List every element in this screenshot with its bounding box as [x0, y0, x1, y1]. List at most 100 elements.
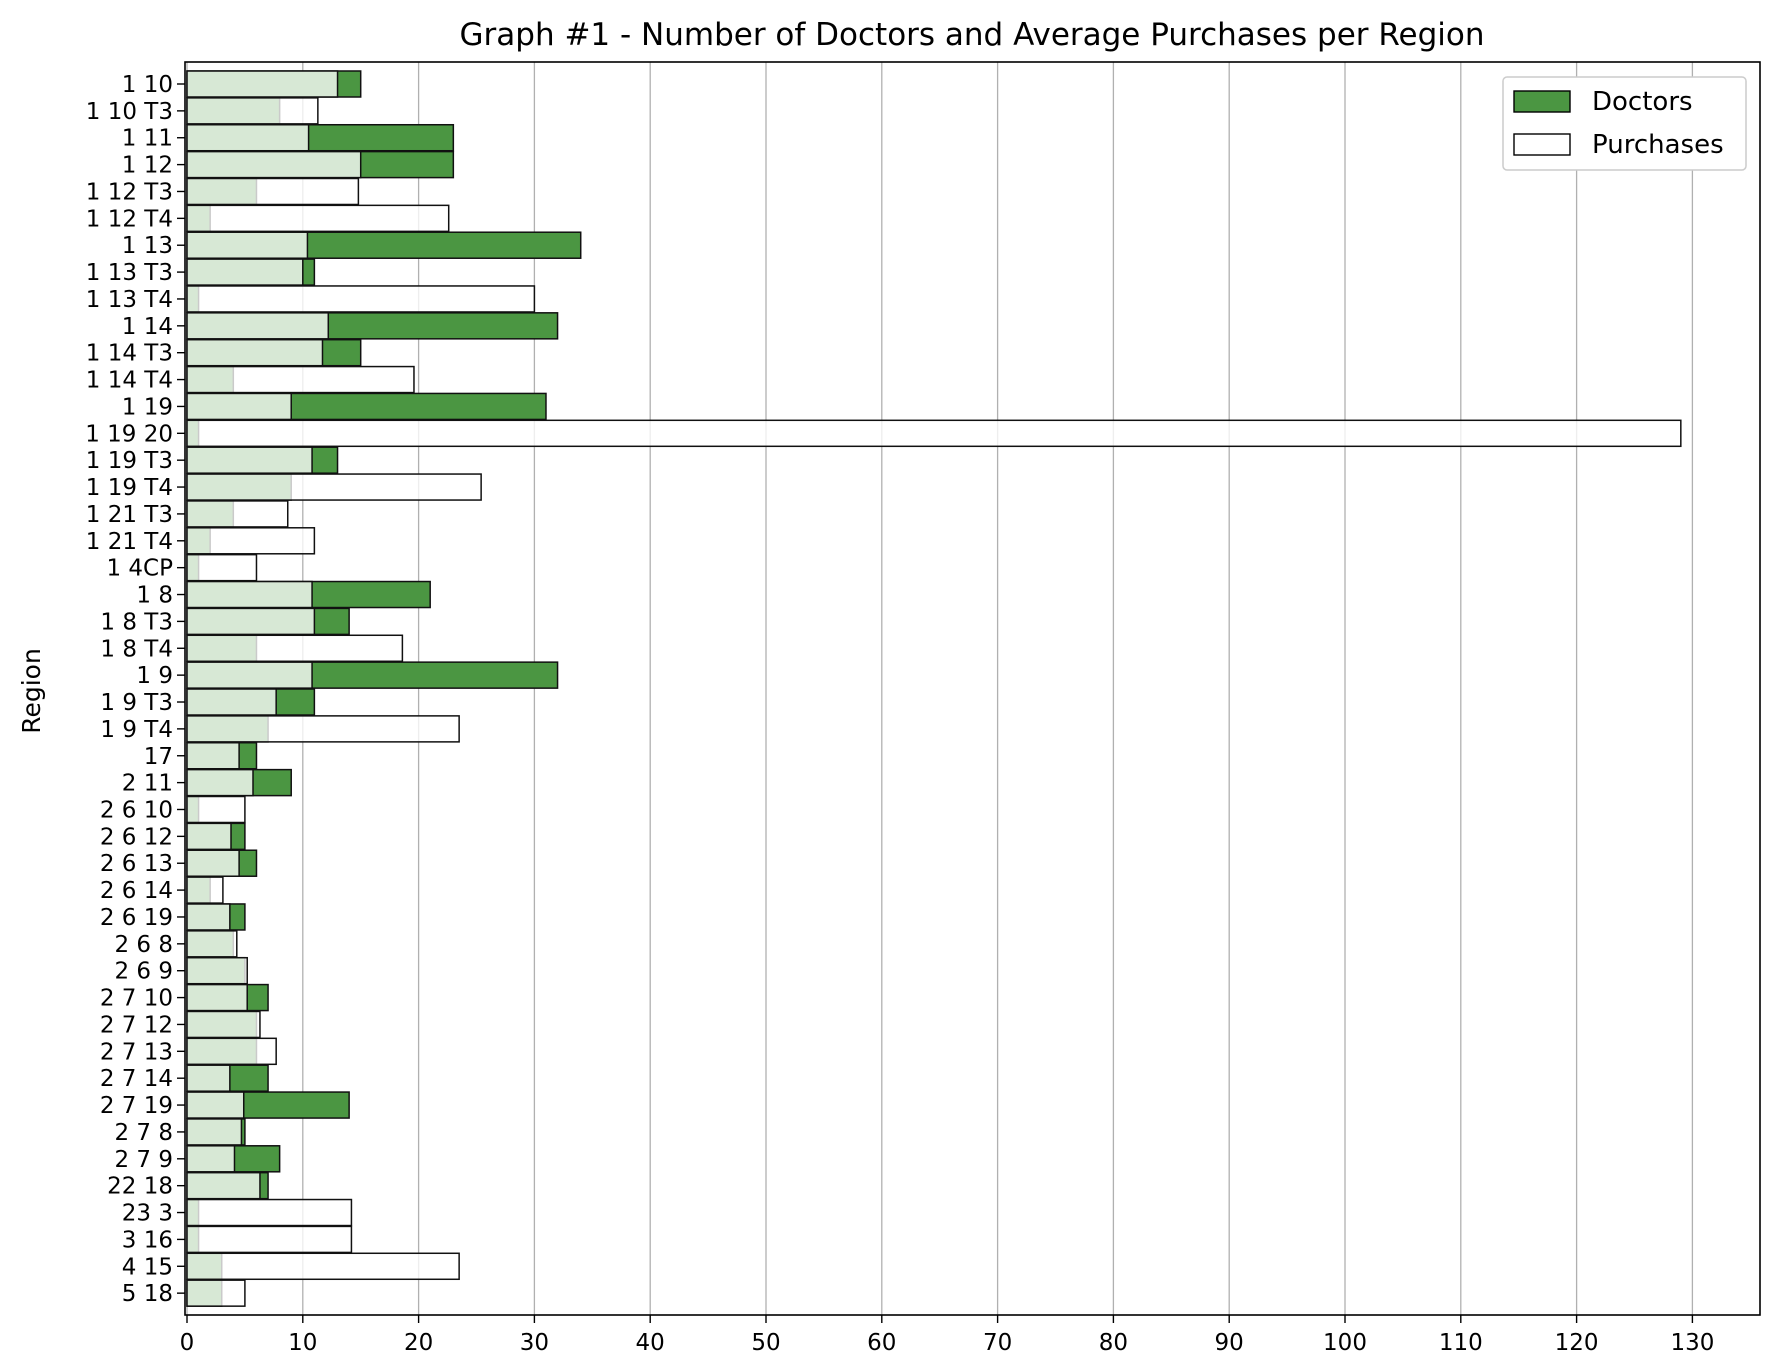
y-tick-label: 1 9 [136, 663, 173, 689]
x-tick-label: 40 [636, 1330, 665, 1356]
legend-swatch-purchases [1513, 133, 1571, 156]
bar-purchases [186, 177, 360, 206]
y-axis-label: Region [17, 648, 46, 734]
y-tick-label: 1 19 [122, 394, 173, 420]
x-tick-label: 100 [1323, 1330, 1367, 1356]
x-tick-label: 0 [180, 1330, 195, 1356]
y-tick-label: 2 6 9 [114, 959, 173, 985]
y-tick-label: 2 7 14 [100, 1066, 173, 1092]
bar-purchases [186, 795, 246, 824]
y-tick-label: 5 18 [122, 1281, 173, 1307]
y-tick-label: 1 10 [122, 72, 173, 98]
y-tick-label: 1 13 T4 [86, 287, 173, 313]
y-tick-label: 1 13 T3 [86, 260, 173, 286]
y-tick-label: 1 4CP [106, 556, 173, 582]
y-tick-label: 2 7 9 [114, 1147, 173, 1173]
bar-purchases [186, 500, 289, 528]
bar-purchases [186, 1252, 460, 1281]
bar-purchases [186, 392, 292, 421]
y-tick-label: 1 9 T4 [100, 717, 173, 743]
y-tick-label: 2 6 13 [100, 851, 173, 877]
ticks-layer: 0 10 20 30 40 50 60 70 80 90 100 110 120 130 1 101 10 … [85, 72, 1714, 1356]
bar-purchases [186, 1145, 236, 1173]
bar-purchases [186, 446, 313, 474]
bar-purchases [186, 1037, 277, 1066]
x-tick-label: 10 [288, 1330, 317, 1356]
y-tick-label: 1 19 20 [85, 421, 173, 447]
y-tick-label: 1 19 T4 [86, 475, 173, 501]
y-tick-label: 1 11 [122, 126, 173, 152]
x-tick-label: 20 [404, 1330, 433, 1356]
y-tick-label: 1 14 [122, 314, 173, 340]
x-tick-label: 110 [1439, 1330, 1483, 1356]
legend: Doctors Purchases [1502, 76, 1747, 171]
x-tick-label: 120 [1555, 1330, 1599, 1356]
y-tick-label: 1 12 T3 [86, 179, 173, 205]
x-tick-label: 90 [1215, 1330, 1244, 1356]
y-tick-label: 1 14 T3 [86, 341, 173, 367]
x-tick-label: 80 [1099, 1330, 1128, 1356]
bar-purchases [186, 527, 316, 555]
bar-purchases [186, 150, 362, 179]
bar-purchases [186, 607, 316, 636]
y-tick-label: 23 3 [122, 1201, 173, 1227]
bar-purchases [186, 903, 231, 931]
bar-purchases [186, 285, 536, 313]
y-tick-label: 1 8 T4 [100, 636, 173, 662]
bar-purchases [186, 1118, 243, 1146]
bar-purchases [186, 1091, 245, 1119]
legend-label-purchases: Purchases [1592, 130, 1724, 160]
y-tick-label: 2 6 12 [100, 824, 173, 850]
bar-purchases [186, 1010, 261, 1039]
bar-purchases [186, 1171, 261, 1200]
bar-purchases [186, 97, 319, 125]
bar-purchases [186, 553, 258, 582]
bar-purchases [186, 1198, 353, 1227]
bar-purchases [186, 1064, 231, 1092]
y-tick-label: 1 8 [136, 583, 173, 609]
bar-purchases [186, 70, 339, 98]
bar-purchases [186, 822, 232, 851]
x-tick-label: 30 [520, 1330, 549, 1356]
bar-purchases [186, 123, 310, 152]
y-tick-label: 1 10 T3 [86, 99, 173, 125]
y-tick-label: 2 7 13 [100, 1039, 173, 1065]
y-tick-label: 2 7 8 [114, 1120, 173, 1146]
y-tick-label: 4 15 [122, 1254, 173, 1280]
y-tick-label: 1 12 T4 [86, 206, 173, 232]
y-tick-label: 2 6 14 [100, 878, 173, 904]
bar-purchases [186, 876, 224, 904]
x-tick-label: 70 [983, 1330, 1012, 1356]
bar-purchases [186, 204, 450, 233]
bar-purchases [186, 312, 330, 340]
bar-purchases [186, 715, 460, 743]
x-tick-label: 50 [751, 1330, 780, 1356]
x-tick-label: 60 [867, 1330, 896, 1356]
y-tick-label: 2 6 8 [114, 932, 173, 958]
bar-purchases [186, 1225, 353, 1254]
bar-purchases [186, 930, 238, 958]
bars-layer [186, 70, 1682, 1307]
legend-swatch-doctors [1513, 90, 1571, 113]
y-tick-label: 2 6 19 [100, 905, 173, 931]
y-tick-label: 17 [144, 744, 173, 770]
y-tick-label: 1 14 T4 [86, 368, 173, 394]
bar-purchases [186, 1279, 246, 1307]
bar-purchases [186, 983, 248, 1012]
grid-layer [186, 62, 1694, 1315]
bar-purchases [186, 956, 248, 985]
bar-purchases [186, 419, 1682, 448]
bar-purchases [186, 365, 415, 394]
y-tick-label: 1 9 T3 [100, 690, 173, 716]
bar-purchases [186, 742, 240, 770]
chart-title: Graph #1 - Number of Doctors and Average… [460, 17, 1485, 53]
y-tick-label: 22 18 [107, 1174, 173, 1200]
y-tick-label: 1 21 T3 [86, 502, 173, 528]
x-tick-label: 130 [1670, 1330, 1714, 1356]
bar-purchases [186, 661, 313, 689]
bar-purchases [186, 338, 324, 367]
bar-purchases [186, 473, 482, 501]
y-tick-label: 1 13 [122, 233, 173, 259]
y-tick-label: 3 16 [122, 1227, 173, 1253]
